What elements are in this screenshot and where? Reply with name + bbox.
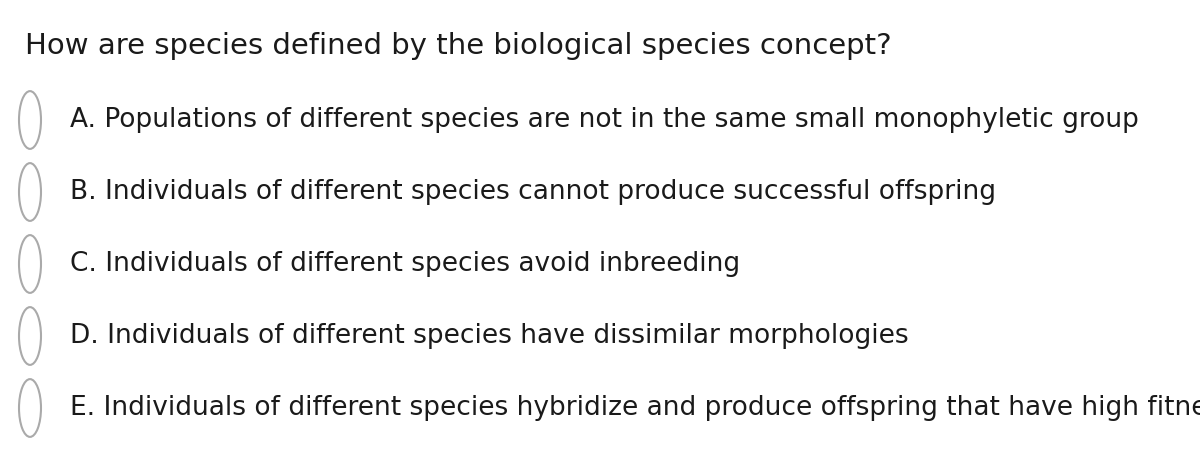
Text: B. Individuals of different species cannot produce successful offspring: B. Individuals of different species cann… (70, 179, 996, 205)
Text: A. Populations of different species are not in the same small monophyletic group: A. Populations of different species are … (70, 107, 1139, 133)
Text: How are species defined by the biological species concept?: How are species defined by the biologica… (25, 32, 892, 60)
Text: D. Individuals of different species have dissimilar morphologies: D. Individuals of different species have… (70, 323, 908, 349)
Text: C. Individuals of different species avoid inbreeding: C. Individuals of different species avoi… (70, 251, 740, 277)
Text: E. Individuals of different species hybridize and produce offspring that have hi: E. Individuals of different species hybr… (70, 395, 1200, 421)
